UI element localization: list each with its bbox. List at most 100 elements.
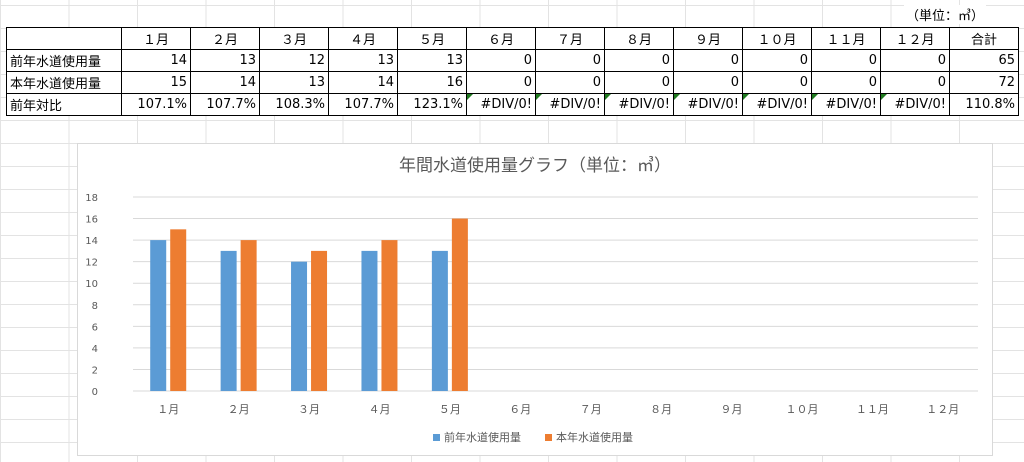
value-cell[interactable]: 65 — [949, 49, 1019, 72]
y-tick-label: 4 — [92, 344, 98, 355]
header-cell[interactable]: ８月 — [604, 27, 674, 50]
header-cell[interactable]: ３月 — [259, 27, 329, 50]
value-cell[interactable]: 110.8% — [949, 93, 1019, 116]
bar[interactable] — [291, 261, 308, 391]
y-tick-label: 18 — [85, 193, 98, 204]
table-row: 前年水道使用量 14 13 12 13 13 0 0 0 0 0 0 0 65 — [6, 49, 1019, 72]
value-cell[interactable]: 0 — [673, 71, 743, 94]
value-cell[interactable]: 12 — [259, 49, 329, 72]
value-cell[interactable]: 107.7% — [328, 93, 398, 116]
legend-swatch — [545, 434, 552, 441]
y-tick-label: 8 — [92, 301, 98, 312]
value-cell[interactable]: 0 — [880, 71, 950, 94]
bar[interactable] — [311, 250, 328, 391]
value-cell[interactable]: 15 — [121, 71, 191, 94]
value-cell[interactable]: 13 — [397, 49, 467, 72]
x-tick-label: １月 — [157, 403, 179, 416]
header-row: １月 ２月 ３月 ４月 ５月 ６月 ７月 ８月 ９月 １０月 １１月 １２月 合計 — [6, 27, 1019, 50]
row-label[interactable]: 前年水道使用量 — [6, 49, 122, 72]
header-cell[interactable]: ７月 — [535, 27, 605, 50]
y-tick-label: 14 — [85, 236, 98, 247]
x-tick-label: ７月 — [580, 403, 602, 416]
header-cell[interactable]: ２月 — [190, 27, 260, 50]
bar[interactable] — [431, 250, 448, 391]
bar[interactable] — [361, 250, 378, 391]
header-cell[interactable]: ４月 — [328, 27, 398, 50]
value-cell[interactable]: 13 — [259, 71, 329, 94]
bar[interactable] — [240, 240, 257, 391]
y-tick-label: 2 — [92, 365, 98, 376]
header-corner[interactable] — [6, 27, 122, 50]
header-cell[interactable]: １２月 — [880, 27, 950, 50]
y-tick-label: 0 — [92, 387, 98, 398]
table-row: 前年対比 107.1% 107.7% 108.3% 107.7% 123.1% #DIV/0… — [6, 93, 1019, 116]
header-cell[interactable]: ６月 — [466, 27, 536, 50]
table-row: 本年水道使用量 15 14 13 14 16 0 0 0 0 0 0 0 72 — [6, 71, 1019, 94]
error-cell[interactable]: #DIV/0! — [604, 93, 674, 116]
y-tick-label: 6 — [92, 322, 98, 333]
x-tick-label: ５月 — [439, 403, 461, 416]
legend-label[interactable]: 本年水道使用量 — [556, 430, 633, 444]
error-cell[interactable]: #DIV/0! — [742, 93, 812, 116]
value-cell[interactable]: 14 — [328, 71, 398, 94]
value-cell[interactable]: 107.7% — [190, 93, 260, 116]
value-cell[interactable]: 108.3% — [259, 93, 329, 116]
value-cell[interactable]: 0 — [535, 49, 605, 72]
value-cell[interactable]: 0 — [535, 71, 605, 94]
x-tick-label: １２月 — [926, 403, 959, 416]
x-tick-label: ３月 — [298, 403, 320, 416]
bar[interactable] — [150, 240, 167, 391]
legend-label[interactable]: 前年水道使用量 — [444, 430, 521, 444]
value-cell[interactable]: 72 — [949, 71, 1019, 94]
x-tick-label: ４月 — [368, 403, 390, 416]
header-cell[interactable]: ９月 — [673, 27, 743, 50]
unit-note: （単位：㎥） — [903, 5, 986, 24]
x-tick-label: ６月 — [509, 403, 531, 416]
value-cell[interactable]: 123.1% — [397, 93, 467, 116]
header-cell[interactable]: １０月 — [742, 27, 812, 50]
value-cell[interactable]: 0 — [604, 49, 674, 72]
bar[interactable] — [220, 250, 237, 391]
chart-title: 年間水道使用量グラフ（単位：㎥） — [399, 155, 671, 176]
error-cell[interactable]: #DIV/0! — [811, 93, 881, 116]
value-cell[interactable]: 14 — [121, 49, 191, 72]
value-cell[interactable]: 0 — [466, 71, 536, 94]
value-cell[interactable]: 0 — [742, 49, 812, 72]
header-cell[interactable]: １月 — [121, 27, 191, 50]
bar-chart: 年間水道使用量グラフ（単位：㎥） 0 2 4 6 8 10 12 14 16 18 １月 ２月 ３月 ４… — [85, 155, 978, 444]
bar[interactable] — [381, 240, 398, 391]
x-tick-label: １１月 — [856, 403, 889, 416]
value-cell[interactable]: 16 — [397, 71, 467, 94]
row-label[interactable]: 本年水道使用量 — [6, 71, 122, 94]
header-cell[interactable]: 合計 — [949, 27, 1019, 50]
value-cell[interactable]: 107.1% — [121, 93, 191, 116]
value-cell[interactable]: 0 — [811, 49, 881, 72]
value-cell[interactable]: 0 — [466, 49, 536, 72]
value-cell[interactable]: 14 — [190, 71, 260, 94]
error-cell[interactable]: #DIV/0! — [673, 93, 743, 116]
y-tick-label: 10 — [85, 279, 98, 290]
legend-swatch — [433, 434, 440, 441]
bar[interactable] — [451, 218, 468, 391]
value-cell[interactable]: 13 — [328, 49, 398, 72]
x-tick-label: ９月 — [721, 403, 743, 416]
x-tick-label: １０月 — [785, 403, 818, 416]
error-cell[interactable]: #DIV/0! — [466, 93, 536, 116]
header-cell[interactable]: ５月 — [397, 27, 467, 50]
bar[interactable] — [170, 229, 187, 391]
value-cell[interactable]: 13 — [190, 49, 260, 72]
error-cell[interactable]: #DIV/0! — [880, 93, 950, 116]
error-cell[interactable]: #DIV/0! — [535, 93, 605, 116]
value-cell[interactable]: 0 — [880, 49, 950, 72]
x-tick-label: ２月 — [228, 403, 250, 416]
chart-area[interactable]: 年間水道使用量グラフ（単位：㎥） 0 2 4 6 8 10 12 14 16 18 １月 ２月 ３月 ４… — [77, 143, 993, 456]
value-cell[interactable]: 0 — [811, 71, 881, 94]
row-label[interactable]: 前年対比 — [6, 93, 122, 116]
y-tick-label: 16 — [85, 215, 98, 226]
header-cell[interactable]: １１月 — [811, 27, 881, 50]
value-cell[interactable]: 0 — [673, 49, 743, 72]
value-cell[interactable]: 0 — [742, 71, 812, 94]
usage-table: １月 ２月 ３月 ４月 ５月 ６月 ７月 ８月 ９月 １０月 １１月 １２月 合計 前年水道使用量 14 1… — [6, 27, 1019, 116]
value-cell[interactable]: 0 — [604, 71, 674, 94]
x-tick-label: ８月 — [650, 403, 672, 416]
